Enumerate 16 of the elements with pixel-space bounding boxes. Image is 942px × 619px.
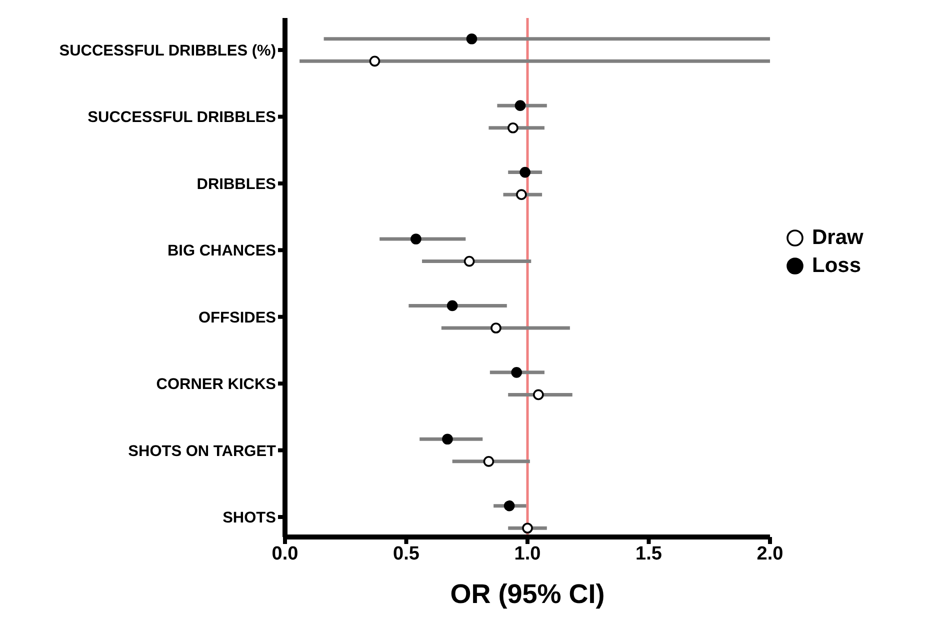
legend-label: Loss bbox=[812, 254, 862, 278]
y-tick-label: BIG CHANCES bbox=[167, 242, 276, 260]
x-axis-title: OR (95% CI) bbox=[450, 579, 605, 609]
y-tick-label: SUCCESSFUL DRIBBLES (%) bbox=[59, 42, 276, 60]
legend-label: Draw bbox=[812, 226, 864, 250]
y-tick-label: CORNER KICKS bbox=[156, 376, 276, 394]
x-tick-label: 1.5 bbox=[636, 543, 662, 564]
x-tick-label: 1.0 bbox=[514, 543, 541, 564]
x-tick-label: 2.0 bbox=[756, 543, 784, 564]
x-tick-label: 0.0 bbox=[272, 543, 298, 564]
y-tick-label: SUCCESSFUL DRIBBLES bbox=[88, 109, 276, 126]
y-tick-label: SHOTS ON TARGET bbox=[128, 442, 277, 460]
y-tick-label: DRIBBLES bbox=[196, 176, 276, 193]
y-tick-label: SHOTS bbox=[222, 509, 276, 526]
x-tick-label: 0.5 bbox=[393, 543, 420, 564]
y-tick-label: OFFSIDES bbox=[198, 309, 276, 326]
